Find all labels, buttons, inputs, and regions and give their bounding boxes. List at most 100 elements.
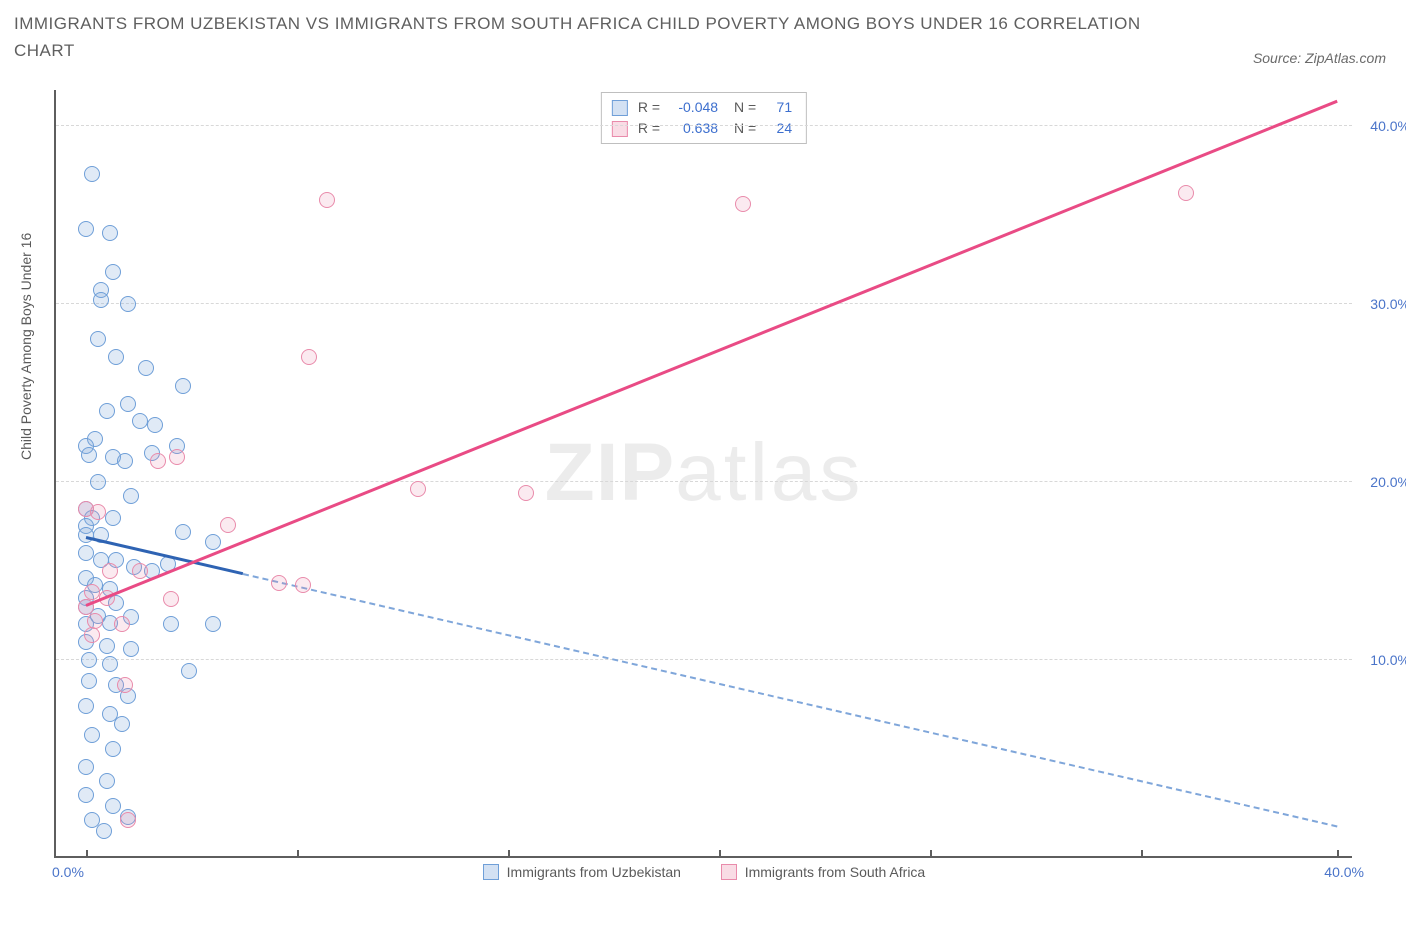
data-point: [117, 677, 133, 693]
x-tick: [930, 850, 932, 858]
stat-label: R =: [638, 97, 660, 118]
stat-value: -0.048: [666, 97, 718, 118]
data-point: [410, 481, 426, 497]
trend-line: [243, 573, 1338, 827]
scatter-plot-area: ZIPatlas R = -0.048 N = 71 R = 0.638 N =…: [54, 90, 1352, 858]
source-attribution: Source: ZipAtlas.com: [1253, 50, 1386, 66]
data-point: [99, 773, 115, 789]
x-tick: [297, 850, 299, 858]
y-axis-title: Child Poverty Among Boys Under 16: [18, 233, 34, 460]
x-tick: [508, 850, 510, 858]
data-point: [78, 698, 94, 714]
swatch-icon: [721, 864, 737, 880]
legend-label: Immigrants from Uzbekistan: [507, 864, 681, 880]
data-point: [105, 741, 121, 757]
data-point: [181, 663, 197, 679]
data-point: [105, 510, 121, 526]
data-point: [84, 727, 100, 743]
data-point: [205, 534, 221, 550]
data-point: [163, 591, 179, 607]
data-point: [132, 563, 148, 579]
stat-label: N =: [734, 97, 756, 118]
data-point: [175, 524, 191, 540]
data-point: [102, 656, 118, 672]
legend-item: Immigrants from South Africa: [721, 864, 925, 880]
data-point: [93, 292, 109, 308]
data-point: [205, 616, 221, 632]
data-point: [518, 485, 534, 501]
data-point: [99, 403, 115, 419]
stat-label: R =: [638, 118, 660, 139]
data-point: [114, 716, 130, 732]
data-point: [81, 652, 97, 668]
legend: Immigrants from Uzbekistan Immigrants fr…: [56, 864, 1352, 880]
data-point: [78, 545, 94, 561]
stat-value: 24: [762, 118, 792, 139]
data-point: [150, 453, 166, 469]
legend-label: Immigrants from South Africa: [745, 864, 926, 880]
gridline: [56, 303, 1352, 304]
x-tick: [86, 850, 88, 858]
swatch-icon: [483, 864, 499, 880]
data-point: [319, 192, 335, 208]
watermark: ZIPatlas: [545, 426, 864, 520]
data-point: [84, 627, 100, 643]
y-tick-label: 10.0%: [1370, 652, 1406, 668]
x-tick: [1337, 850, 1339, 858]
gridline: [56, 125, 1352, 126]
data-point: [78, 221, 94, 237]
swatch-icon: [612, 121, 628, 137]
data-point: [78, 759, 94, 775]
data-point: [220, 517, 236, 533]
data-point: [163, 616, 179, 632]
data-point: [132, 413, 148, 429]
legend-item: Immigrants from Uzbekistan: [483, 864, 685, 880]
data-point: [175, 378, 191, 394]
data-point: [138, 360, 154, 376]
correlation-stats-box: R = -0.048 N = 71 R = 0.638 N = 24: [601, 92, 807, 144]
stat-value: 71: [762, 97, 792, 118]
data-point: [123, 641, 139, 657]
stat-value: 0.638: [666, 118, 718, 139]
data-point: [81, 447, 97, 463]
data-point: [271, 575, 287, 591]
data-point: [84, 166, 100, 182]
chart-title: IMMIGRANTS FROM UZBEKISTAN VS IMMIGRANTS…: [14, 10, 1206, 64]
data-point: [301, 349, 317, 365]
data-point: [120, 812, 136, 828]
data-point: [99, 638, 115, 654]
x-tick: [719, 850, 721, 858]
y-tick-label: 20.0%: [1370, 474, 1406, 490]
gridline: [56, 659, 1352, 660]
y-tick-label: 30.0%: [1370, 296, 1406, 312]
data-point: [96, 823, 112, 839]
data-point: [78, 787, 94, 803]
data-point: [735, 196, 751, 212]
data-point: [102, 225, 118, 241]
data-point: [120, 296, 136, 312]
x-tick: [1141, 850, 1143, 858]
swatch-icon: [612, 100, 628, 116]
data-point: [90, 504, 106, 520]
data-point: [114, 616, 130, 632]
stats-row: R = -0.048 N = 71: [612, 97, 792, 118]
data-point: [90, 331, 106, 347]
data-point: [105, 264, 121, 280]
data-point: [90, 474, 106, 490]
data-point: [81, 673, 97, 689]
stats-row: R = 0.638 N = 24: [612, 118, 792, 139]
gridline: [56, 481, 1352, 482]
data-point: [102, 563, 118, 579]
data-point: [105, 798, 121, 814]
data-point: [123, 488, 139, 504]
trend-line: [86, 100, 1338, 607]
y-tick-label: 40.0%: [1370, 118, 1406, 134]
data-point: [147, 417, 163, 433]
data-point: [108, 349, 124, 365]
stat-label: N =: [734, 118, 756, 139]
data-point: [117, 453, 133, 469]
data-point: [120, 396, 136, 412]
data-point: [1178, 185, 1194, 201]
data-point: [169, 449, 185, 465]
data-point: [295, 577, 311, 593]
